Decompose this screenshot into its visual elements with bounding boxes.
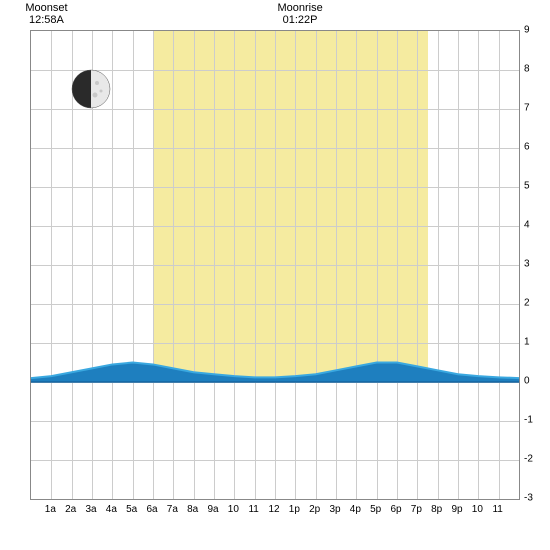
moon-crater: [100, 90, 103, 93]
moon-phase-icon: [71, 69, 111, 109]
y-tick-label: 0: [524, 376, 530, 387]
y-tick-label: -1: [524, 415, 533, 426]
moon-crater: [93, 93, 98, 98]
x-tick-label: 11: [492, 504, 502, 515]
moonrise-time: 01:22P: [277, 14, 322, 26]
x-tick-label: 1a: [45, 504, 56, 515]
x-tick-label: 6p: [390, 504, 401, 515]
y-tick-label: 1: [524, 337, 530, 348]
y-tick-label: -3: [524, 493, 533, 504]
x-tick-label: 12: [268, 504, 279, 515]
moon-crater: [95, 81, 99, 85]
x-tick-label: 10: [228, 504, 239, 515]
x-tick-label: 7p: [411, 504, 422, 515]
moon-dark: [72, 70, 91, 108]
moonset-header: Moonset 12:58A: [25, 2, 67, 26]
y-tick-label: 2: [524, 298, 530, 309]
x-tick-label: 10: [472, 504, 483, 515]
y-tick-label: 9: [524, 25, 530, 36]
y-tick-label: 3: [524, 259, 530, 270]
x-tick-label: 1p: [289, 504, 300, 515]
x-tick-label: 2p: [309, 504, 320, 515]
x-tick-label: 4p: [350, 504, 361, 515]
x-tick-label: 8a: [187, 504, 198, 515]
y-tick-label: 8: [524, 64, 530, 75]
tide-chart-container: Moonset 12:58A Moonrise 01:22P 1a 2a 3a 4a 5…: [0, 0, 550, 550]
x-tick-label: 11: [248, 504, 258, 515]
x-tick-label: 7a: [167, 504, 178, 515]
x-tick-label: 3p: [329, 504, 340, 515]
chart-plot-area: [30, 30, 520, 500]
x-tick-label: 9a: [207, 504, 218, 515]
x-tick-label: 5p: [370, 504, 381, 515]
moonset-label: Moonset: [25, 2, 67, 14]
y-tick-label: 6: [524, 142, 530, 153]
moonrise-header: Moonrise 01:22P: [277, 2, 322, 26]
y-tick-label: 5: [524, 181, 530, 192]
y-tick-label: -2: [524, 454, 533, 465]
y-tick-label: 4: [524, 220, 530, 231]
x-tick-label: 9p: [451, 504, 462, 515]
moonrise-label: Moonrise: [277, 2, 322, 14]
x-tick-label: 6a: [146, 504, 157, 515]
x-tick-label: 8p: [431, 504, 442, 515]
x-tick-label: 2a: [65, 504, 76, 515]
y-tick-label: 7: [524, 103, 530, 114]
x-tick-label: 3a: [85, 504, 96, 515]
moonset-time: 12:58A: [25, 14, 67, 26]
x-tick-label: 5a: [126, 504, 137, 515]
x-tick-label: 4a: [106, 504, 117, 515]
